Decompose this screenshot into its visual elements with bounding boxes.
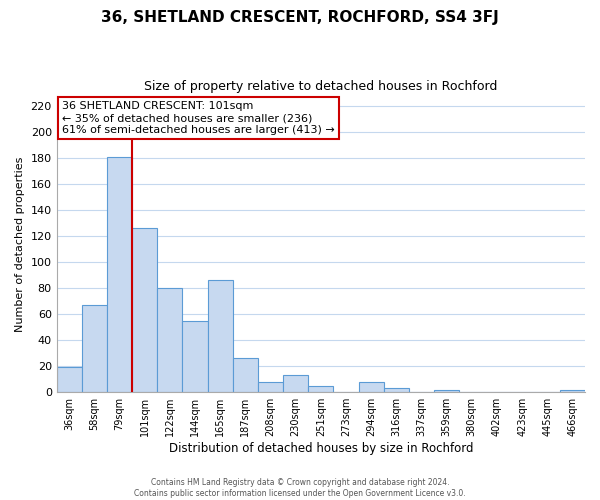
Bar	[107, 156, 132, 392]
Text: 36 SHETLAND CRESCENT: 101sqm
← 35% of detached houses are smaller (236)
61% of s: 36 SHETLAND CRESCENT: 101sqm ← 35% of de…	[62, 102, 335, 134]
Bar	[182, 320, 208, 392]
Bar	[359, 382, 384, 392]
Bar	[132, 228, 157, 392]
Bar	[82, 305, 107, 392]
Text: Contains HM Land Registry data © Crown copyright and database right 2024.
Contai: Contains HM Land Registry data © Crown c…	[134, 478, 466, 498]
Bar	[434, 390, 459, 392]
X-axis label: Distribution of detached houses by size in Rochford: Distribution of detached houses by size …	[169, 442, 473, 455]
Text: 36, SHETLAND CRESCENT, ROCHFORD, SS4 3FJ: 36, SHETLAND CRESCENT, ROCHFORD, SS4 3FJ	[101, 10, 499, 25]
Y-axis label: Number of detached properties: Number of detached properties	[15, 156, 25, 332]
Bar	[308, 386, 334, 392]
Bar	[258, 382, 283, 392]
Title: Size of property relative to detached houses in Rochford: Size of property relative to detached ho…	[144, 80, 497, 93]
Bar	[208, 280, 233, 392]
Bar	[56, 368, 82, 392]
Bar	[157, 288, 182, 392]
Bar	[283, 376, 308, 392]
Bar	[233, 358, 258, 392]
Bar	[384, 388, 409, 392]
Bar	[560, 390, 585, 392]
